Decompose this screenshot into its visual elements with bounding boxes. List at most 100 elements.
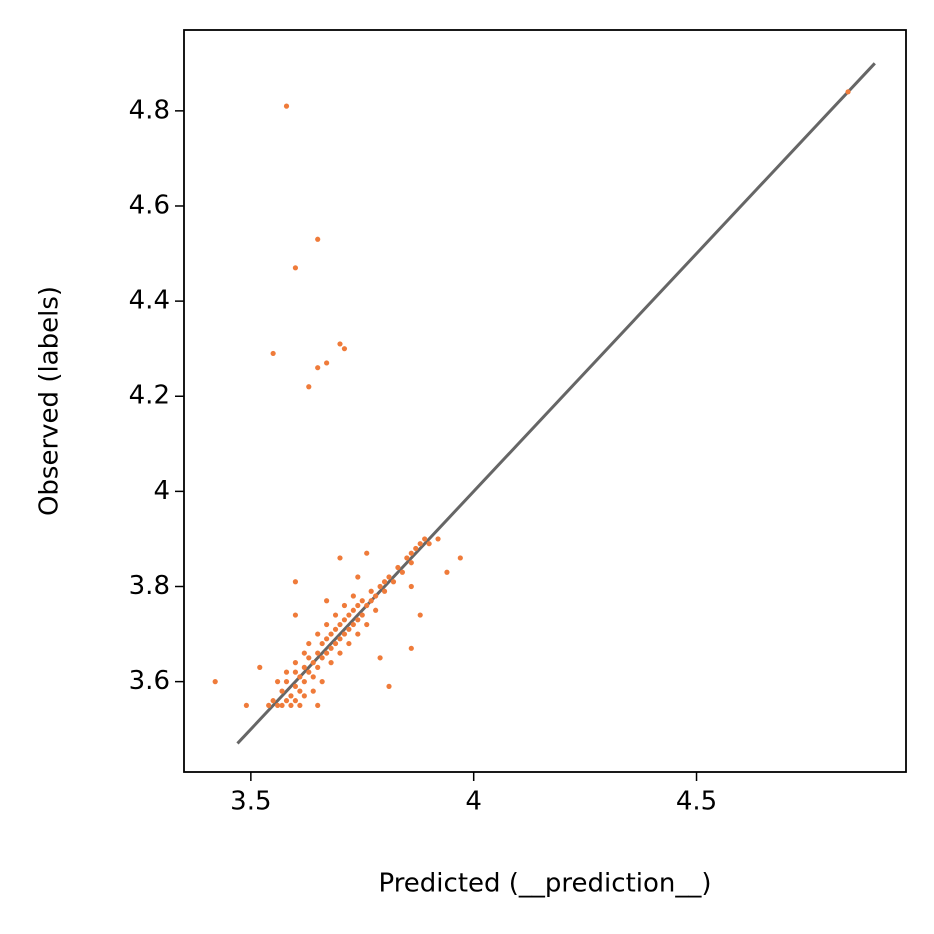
point	[377, 655, 383, 661]
point	[444, 569, 450, 575]
point	[315, 365, 321, 371]
point	[355, 574, 361, 580]
x-tick-label: 3.5	[230, 787, 271, 817]
point	[212, 679, 218, 685]
point	[350, 621, 356, 628]
point	[408, 560, 414, 566]
point	[413, 545, 419, 552]
point	[350, 593, 356, 599]
point	[332, 640, 339, 647]
point	[319, 679, 325, 685]
y-tick-label: 4.6	[129, 190, 170, 220]
point	[306, 655, 312, 661]
point	[373, 607, 379, 613]
point	[341, 617, 348, 623]
point	[306, 384, 312, 390]
point	[364, 550, 370, 556]
point	[319, 640, 325, 647]
point	[292, 612, 299, 618]
point	[279, 688, 285, 694]
point	[435, 536, 441, 542]
point	[341, 602, 348, 609]
y-tick-label: 3.6	[129, 666, 170, 696]
point	[373, 593, 379, 599]
point	[270, 698, 276, 704]
point	[350, 607, 356, 613]
point	[297, 688, 303, 694]
point	[408, 645, 414, 651]
point	[408, 583, 414, 590]
point	[417, 612, 423, 618]
point	[288, 693, 294, 699]
point	[346, 612, 352, 618]
point	[306, 669, 312, 675]
point	[359, 612, 365, 618]
point	[426, 541, 432, 547]
point	[337, 650, 343, 656]
reference-line	[236, 62, 876, 745]
point	[324, 598, 330, 604]
x-axis-label: Predicted (__prediction__)	[378, 869, 711, 899]
y-tick-label: 4	[153, 476, 170, 506]
point	[332, 626, 339, 632]
point	[355, 631, 361, 637]
point	[292, 698, 299, 704]
point	[845, 89, 851, 95]
point	[315, 631, 321, 637]
point	[324, 621, 330, 628]
point	[319, 655, 325, 661]
point	[292, 669, 299, 675]
point	[346, 640, 352, 647]
point	[337, 341, 343, 347]
point	[270, 350, 276, 357]
point	[310, 660, 316, 666]
point	[386, 683, 392, 689]
point	[390, 579, 397, 585]
point	[324, 650, 330, 656]
point	[292, 683, 299, 689]
point	[283, 679, 290, 685]
point	[243, 702, 249, 709]
point	[315, 650, 321, 656]
point	[315, 664, 321, 670]
point	[386, 574, 392, 580]
point	[266, 702, 272, 709]
point	[306, 640, 312, 647]
point	[337, 621, 343, 628]
point	[368, 588, 374, 594]
point	[274, 679, 281, 685]
point	[301, 679, 307, 685]
point	[364, 602, 370, 609]
point	[399, 569, 405, 575]
point	[395, 564, 401, 571]
plot-frame	[183, 29, 907, 773]
point	[274, 702, 281, 709]
point	[324, 360, 330, 366]
point	[337, 636, 343, 642]
point	[301, 664, 307, 670]
y-tick-label: 4.8	[129, 95, 170, 125]
point	[341, 631, 348, 637]
point	[283, 669, 290, 675]
point	[292, 660, 299, 666]
y-tick-label: 4.4	[129, 286, 170, 316]
y-tick-label: 4.2	[129, 381, 170, 411]
point	[310, 674, 316, 680]
point	[408, 550, 414, 556]
point	[457, 555, 463, 561]
point	[381, 579, 388, 585]
point	[404, 555, 410, 561]
point	[346, 626, 352, 632]
point	[328, 645, 334, 651]
point	[337, 555, 343, 561]
point	[355, 602, 361, 609]
point	[359, 598, 365, 604]
point	[341, 346, 348, 352]
point	[279, 702, 285, 709]
point	[328, 631, 334, 637]
point	[310, 688, 316, 694]
point	[417, 541, 423, 547]
point	[355, 617, 361, 623]
point	[364, 621, 370, 628]
